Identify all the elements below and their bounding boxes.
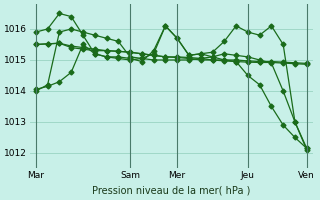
X-axis label: Pression niveau de la mer( hPa ): Pression niveau de la mer( hPa ) bbox=[92, 186, 251, 196]
